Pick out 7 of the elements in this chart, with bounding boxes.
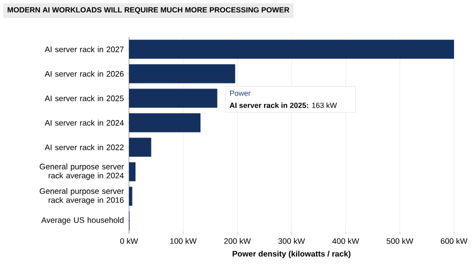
- bar: [129, 186, 132, 206]
- bar: [129, 88, 218, 108]
- bar: [129, 64, 236, 84]
- bar: [129, 138, 152, 157]
- bar: [129, 113, 201, 132]
- bar: [129, 40, 454, 59]
- bar: [129, 162, 136, 182]
